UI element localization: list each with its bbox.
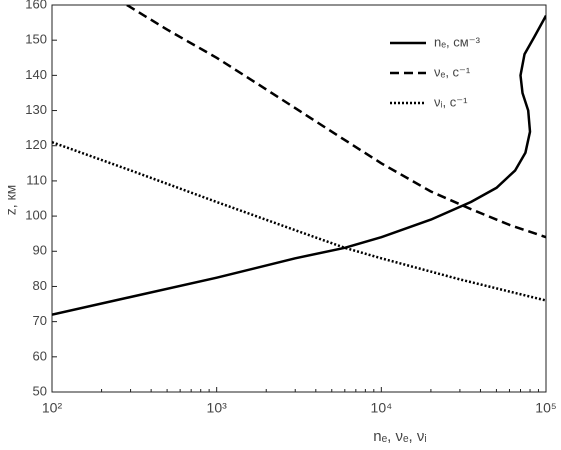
y-tick-label: 100 <box>25 208 47 223</box>
y-tick-label: 150 <box>25 32 47 47</box>
series-line <box>52 141 546 302</box>
y-tick-label: 50 <box>33 383 47 398</box>
x-tick-label: 10⁴ <box>371 400 393 416</box>
series-line <box>126 5 546 239</box>
x-tick-label: 10² <box>42 400 63 416</box>
legend-label: νₑ, с⁻¹ <box>434 64 471 79</box>
plot-frame <box>51 4 547 393</box>
y-axis-label: z, км <box>3 185 19 216</box>
x-tick-label: 10⁵ <box>535 400 556 416</box>
y-tick-label: 90 <box>33 243 47 258</box>
legend-label: νᵢ, с⁻¹ <box>434 94 468 109</box>
x-axis-label: nₑ, νₑ, νᵢ <box>373 428 427 445</box>
y-tick-label: 80 <box>33 278 47 293</box>
y-tick-label: 130 <box>25 102 47 117</box>
x-tick-label: 10³ <box>207 400 228 416</box>
series-line <box>52 14 546 316</box>
y-tick-label: 120 <box>25 137 47 152</box>
legend-label: nₑ, см⁻³ <box>434 34 481 49</box>
y-tick-label: 110 <box>26 172 47 187</box>
y-tick-label: 60 <box>33 348 47 363</box>
y-tick-label: 160 <box>25 0 47 11</box>
y-tick-label: 70 <box>33 313 47 328</box>
y-tick-label: 140 <box>25 67 47 82</box>
